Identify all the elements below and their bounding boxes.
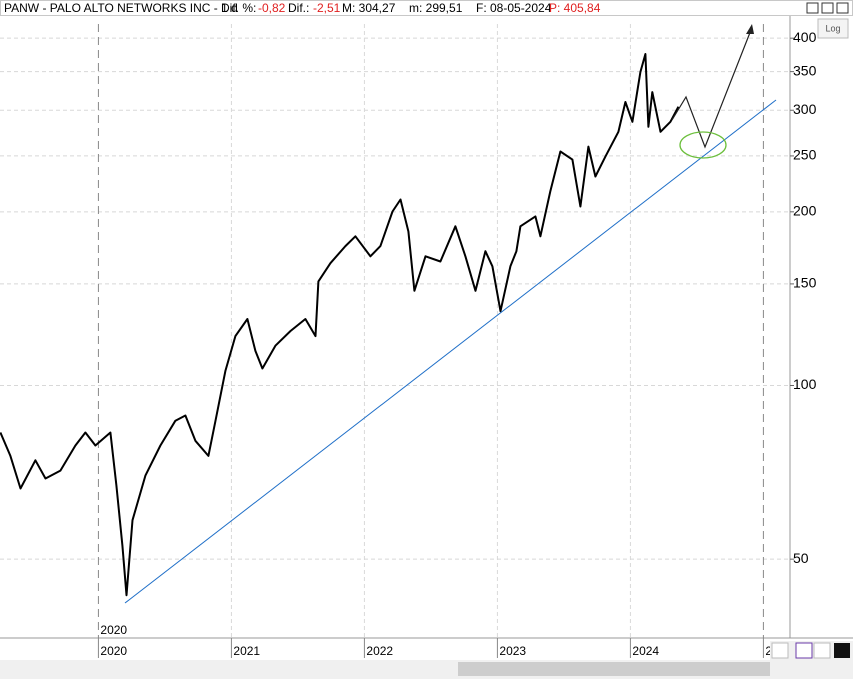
- minimize-button[interactable]: [806, 2, 819, 14]
- close-button[interactable]: [836, 2, 849, 14]
- y-tick-label: 300: [793, 101, 817, 117]
- y-tick-label: 100: [793, 376, 817, 392]
- annotations: [124, 24, 777, 604]
- x-tick-label: 2020: [100, 644, 127, 658]
- zoom-button[interactable]: [771, 642, 789, 659]
- window-buttons: [806, 2, 849, 14]
- color-button[interactable]: [834, 643, 850, 658]
- y-tick-label: 250: [793, 147, 817, 163]
- max: M: 304,27: [342, 1, 396, 15]
- y-tick-label: 50: [793, 550, 809, 566]
- price: P: 405,84: [549, 1, 601, 15]
- x-tick-label: 2021: [233, 644, 260, 658]
- projection-arrow: [671, 29, 752, 149]
- y-tick-label: 200: [793, 203, 817, 219]
- min: m: 299,51: [409, 1, 463, 15]
- arrow-head: [746, 24, 754, 34]
- dif-pct-label: Dif. %:: [221, 1, 256, 15]
- maximize-button[interactable]: [821, 2, 834, 14]
- log-button-label[interactable]: Log: [825, 23, 840, 33]
- dif-label: Dif.:: [288, 1, 309, 15]
- log-button[interactable]: [817, 18, 849, 39]
- y-tick-label: 150: [793, 275, 817, 291]
- target-ellipse: [679, 131, 727, 159]
- save-button[interactable]: [795, 642, 813, 659]
- period-start-label: 2020: [100, 623, 127, 637]
- x-tick-label: 2023: [499, 644, 526, 658]
- pin-button[interactable]: [813, 642, 831, 659]
- y-tick-label: 400: [793, 29, 817, 45]
- y-tick-label: 350: [793, 62, 817, 78]
- symbol: PANW - PALO ALTO NETWORKS INC - 1 d: [4, 1, 238, 15]
- trend-line: [124, 99, 777, 604]
- plot: 50 100 150 200 250 300 350 400 2020 2021 2022 2023 2…: [0, 16, 853, 658]
- price-line: [0, 53, 680, 597]
- scroll-thumb[interactable]: [458, 662, 788, 676]
- dif-pct: -0,82: [258, 1, 286, 15]
- x-tick-label: 2024: [632, 644, 659, 658]
- date: F: 08-05-2024: [476, 1, 552, 15]
- dif: -2,51: [313, 1, 341, 15]
- x-tick-label: 2022: [366, 644, 393, 658]
